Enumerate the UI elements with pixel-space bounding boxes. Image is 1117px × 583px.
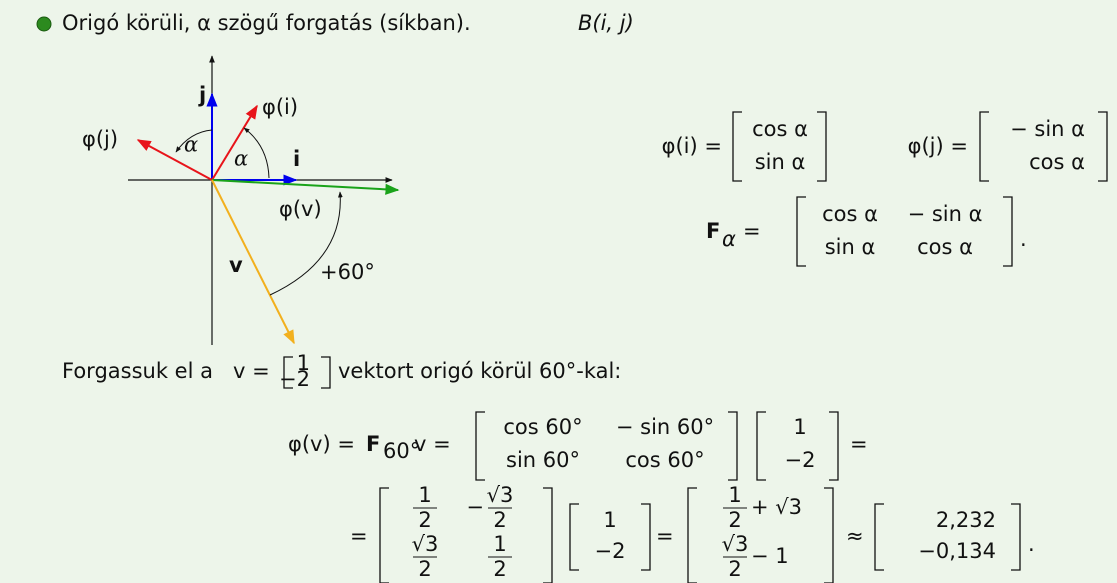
angle-arc (175, 129, 213, 153)
label-i: i (293, 147, 300, 171)
label-angle: +60° (320, 260, 375, 284)
matrix-entry: −0,134 (918, 539, 996, 563)
matrix-entry: 2,232 (936, 508, 996, 532)
fraction-numerator: √3 (722, 532, 749, 556)
matrix-entry: 1 (603, 508, 616, 532)
equation-text: v = (414, 432, 451, 456)
bracket (475, 411, 485, 481)
equation-text: = (850, 432, 868, 456)
bracket (321, 356, 331, 389)
matrix-entry: − sin 60° (616, 415, 714, 439)
label-phi-i: φ(i) (262, 95, 298, 119)
bracket (283, 356, 293, 389)
label-alpha: α (234, 147, 248, 171)
fraction-denominator: 2 (728, 557, 741, 581)
formula-end: . (1020, 227, 1027, 251)
subscript: α (722, 227, 736, 251)
example-text: v = (233, 359, 270, 383)
label-v: v (229, 253, 243, 277)
fraction-numerator: √3 (412, 532, 439, 556)
matrix-entry: −2 (785, 448, 816, 472)
equation-text: ≈ (846, 524, 864, 548)
bracket (979, 111, 989, 182)
matrix-entry: cos 60° (625, 448, 704, 472)
matrix-entry: −2 (595, 539, 626, 563)
formula-eq: = (743, 219, 761, 243)
matrix-entry: cos α (752, 117, 808, 141)
label-phi-v: φ(v) (279, 197, 322, 221)
fraction-denominator: 2 (418, 508, 431, 532)
bracket (379, 487, 389, 583)
diagram (128, 55, 400, 345)
bracket (756, 411, 766, 481)
fraction-denominator: 2 (728, 508, 741, 532)
bracket (728, 411, 738, 481)
equation-text: F (366, 432, 380, 456)
bracket (824, 487, 834, 583)
basis: B(i, j) (578, 11, 634, 35)
fraction-denominator: 2 (493, 508, 506, 532)
bracket (687, 487, 697, 583)
bracket (817, 111, 827, 182)
formula-lhs: φ(i) = (662, 134, 722, 158)
fraction-denominator: 2 (418, 557, 431, 581)
formula-lhs: φ(j) = (908, 134, 968, 158)
equation-text: = (656, 524, 674, 548)
bracket (1003, 196, 1013, 267)
matrix-entry: cos α (917, 235, 973, 259)
matrix-entry: − sin α (908, 202, 983, 226)
vector-phi-i (211, 104, 258, 181)
equation-text: = (350, 524, 368, 548)
bracket (1011, 503, 1021, 571)
bullet-text: Origó körüli, α szögű forgatás (síkban). (62, 11, 471, 35)
bracket (641, 503, 651, 571)
angle-arc (243, 127, 270, 179)
matrix-entry: 1 (297, 351, 310, 375)
bracket (543, 487, 553, 583)
label-phi-j: φ(j) (82, 127, 118, 151)
matrix-entry: sin α (825, 235, 876, 259)
fraction-numerator: 1 (418, 483, 431, 507)
matrix-entry: sin α (755, 150, 806, 174)
math-text: − 1 (751, 544, 789, 568)
label-alpha: α (184, 133, 198, 157)
fraction-numerator: 1 (728, 483, 741, 507)
math-text: − (466, 495, 484, 519)
fraction-numerator: √3 (487, 483, 514, 507)
angle-arc (269, 191, 343, 296)
bracket (1098, 111, 1108, 182)
matrix-entry: cos α (822, 202, 878, 226)
formula-lhs: F (706, 219, 720, 243)
label-j: j (198, 83, 206, 107)
bullet-icon (36, 16, 52, 32)
matrix-entry: sin 60° (506, 448, 580, 472)
equation-text: φ(v) = (288, 432, 355, 456)
matrix-entry: cos 60° (503, 415, 582, 439)
bracket (569, 503, 579, 571)
fraction-denominator: 2 (493, 557, 506, 581)
matrix-entry: −2 (279, 367, 310, 391)
example-text: Forgassuk el a (62, 359, 213, 383)
equation-text: . (1028, 532, 1035, 556)
math-text: + √3 (751, 495, 802, 519)
matrix-entry: − sin α (1010, 117, 1085, 141)
vector-v (211, 179, 295, 345)
bracket (732, 111, 742, 182)
bracket (796, 196, 806, 267)
matrix-entry: cos α (1029, 150, 1085, 174)
vector-phi-j (136, 139, 213, 181)
fraction-numerator: 1 (493, 532, 506, 556)
bracket (874, 503, 884, 571)
example-text: vektort origó körül 60°-kal: (338, 359, 621, 383)
bracket (829, 411, 839, 481)
vector-phi-v (211, 179, 400, 195)
subscript: 60° (383, 439, 420, 463)
matrix-entry: 1 (793, 415, 806, 439)
